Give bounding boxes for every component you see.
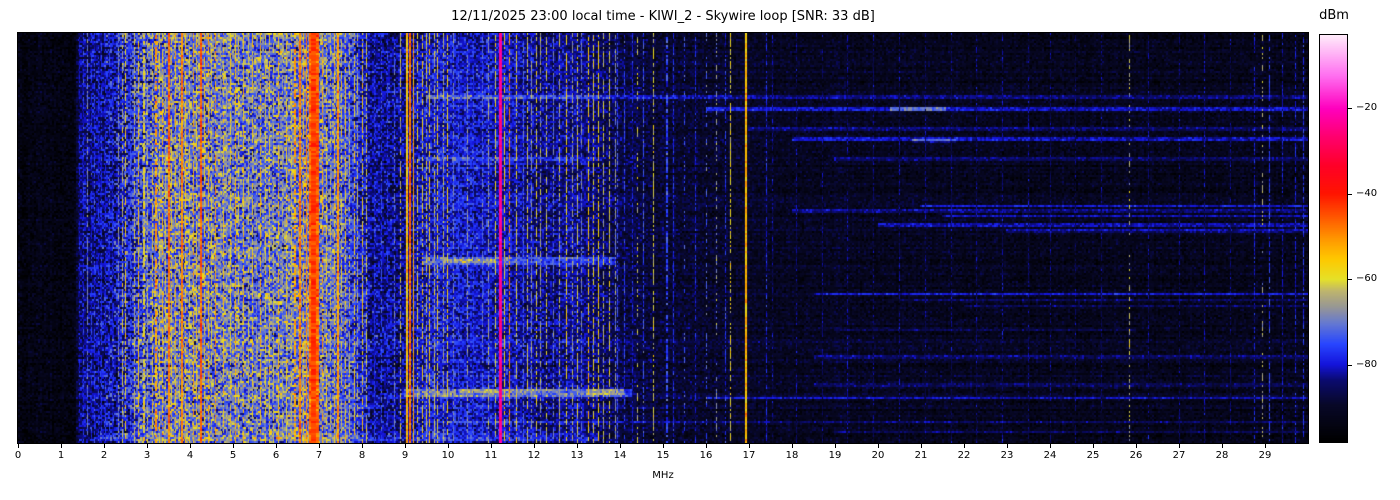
x-tick-label: 19	[828, 450, 842, 461]
x-tick	[577, 444, 578, 448]
x-tick-label: 29	[1258, 450, 1272, 461]
x-tick	[147, 444, 148, 448]
x-tick-label: 3	[143, 450, 151, 461]
x-tick-label: 25	[1086, 450, 1100, 461]
x-tick	[706, 444, 707, 448]
x-tick	[405, 444, 406, 448]
colorbar-canvas	[1319, 34, 1348, 443]
colorbar-tick	[1348, 365, 1352, 366]
x-tick-label: 6	[272, 450, 280, 461]
x-tick	[61, 444, 62, 448]
x-tick	[835, 444, 836, 448]
colorbar-tick-label: −80	[1356, 359, 1378, 370]
x-tick-label: 9	[401, 450, 409, 461]
x-tick	[18, 444, 19, 448]
x-tick	[1093, 444, 1094, 448]
x-axis-label: MHz	[652, 470, 674, 481]
x-tick	[1179, 444, 1180, 448]
x-tick-label: 13	[570, 450, 584, 461]
x-tick	[491, 444, 492, 448]
colorbar-tick-label: −40	[1356, 188, 1378, 199]
x-tick-label: 12	[527, 450, 541, 461]
x-tick	[362, 444, 363, 448]
x-tick-label: 15	[656, 450, 670, 461]
x-tick-label: 16	[699, 450, 713, 461]
x-tick	[1222, 444, 1223, 448]
x-tick-label: 2	[100, 450, 108, 461]
x-tick	[276, 444, 277, 448]
x-tick	[534, 444, 535, 448]
x-tick-label: 24	[1043, 450, 1057, 461]
x-tick	[964, 444, 965, 448]
x-tick-label: 7	[315, 450, 323, 461]
x-tick	[663, 444, 664, 448]
x-tick-label: 4	[186, 450, 194, 461]
x-tick	[319, 444, 320, 448]
x-tick-label: 28	[1215, 450, 1229, 461]
x-tick	[1265, 444, 1266, 448]
x-tick	[233, 444, 234, 448]
x-tick	[921, 444, 922, 448]
colorbar-tick	[1348, 194, 1352, 195]
x-tick-label: 10	[441, 450, 455, 461]
x-tick-label: 14	[613, 450, 627, 461]
colorbar-tick	[1348, 108, 1352, 109]
x-tick	[792, 444, 793, 448]
x-tick-label: 26	[1129, 450, 1143, 461]
x-tick	[1136, 444, 1137, 448]
x-tick	[749, 444, 750, 448]
x-tick	[104, 444, 105, 448]
x-tick	[620, 444, 621, 448]
x-tick	[1007, 444, 1008, 448]
x-tick	[190, 444, 191, 448]
x-tick-label: 22	[957, 450, 971, 461]
x-tick-label: 21	[914, 450, 928, 461]
colorbar-tick-label: −60	[1356, 273, 1378, 284]
x-tick	[448, 444, 449, 448]
x-tick-label: 0	[14, 450, 22, 461]
x-tick-label: 17	[742, 450, 756, 461]
x-tick-label: 27	[1172, 450, 1186, 461]
x-tick-label: 20	[871, 450, 885, 461]
x-tick	[1050, 444, 1051, 448]
x-tick-label: 5	[229, 450, 237, 461]
colorbar-tick	[1348, 279, 1352, 280]
x-tick-label: 18	[785, 450, 799, 461]
x-tick-label: 11	[484, 450, 498, 461]
x-tick-label: 23	[1000, 450, 1014, 461]
x-tick-label: 8	[358, 450, 366, 461]
colorbar-unit-label: dBm	[1319, 8, 1349, 23]
colorbar-tick-label: −20	[1356, 102, 1378, 113]
chart-title: 12/11/2025 23:00 local time - KIWI_2 - S…	[451, 9, 875, 24]
x-tick-label: 1	[57, 450, 65, 461]
x-tick	[878, 444, 879, 448]
spectrogram-canvas	[17, 32, 1309, 444]
